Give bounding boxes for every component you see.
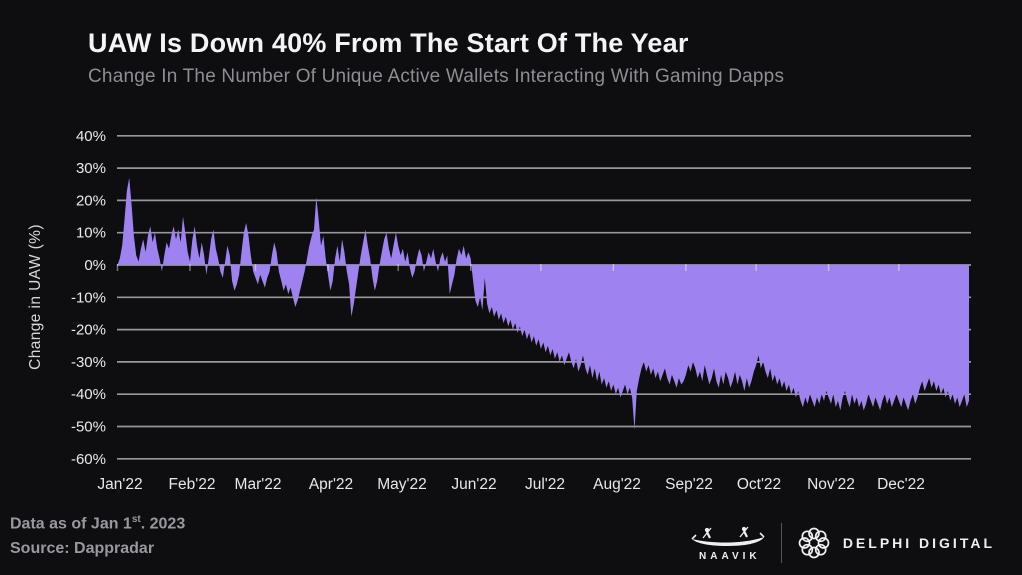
x-tick-label: Feb'22 xyxy=(169,476,216,493)
delphi-knot-icon xyxy=(798,527,830,559)
footer-brands: NAAVIK DELPHI DIGITAL xyxy=(690,523,995,563)
delphi-logo: DELPHI DIGITAL xyxy=(797,526,995,560)
x-tick-label: Oct'22 xyxy=(737,476,781,493)
month-ticks-layer xyxy=(116,264,900,271)
x-tick-label: Aug'22 xyxy=(593,476,641,493)
x-tick-label: Nov'22 xyxy=(807,476,855,493)
y-axis-title: Change in UAW (%) xyxy=(27,224,44,370)
y-tick-label: 10% xyxy=(76,225,106,242)
x-tick-label: Sep'22 xyxy=(665,476,713,493)
data-as-of-prefix: Data as of Jan 1 xyxy=(10,515,132,533)
delphi-wordmark: DELPHI DIGITAL xyxy=(842,535,995,551)
x-tick-label: Dec'22 xyxy=(877,476,925,493)
area-series-layer xyxy=(117,177,969,430)
page-title: UAW Is Down 40% From The Start Of The Ye… xyxy=(88,28,689,58)
y-tick-label: -10% xyxy=(71,289,106,306)
footer-notes: Data as of Jan 1st. 2023 Source: Dapprad… xyxy=(10,514,185,558)
x-tick-label: Mar'22 xyxy=(235,476,282,493)
naavik-wordmark: NAAVIK xyxy=(699,551,761,562)
y-tick-label: 20% xyxy=(76,192,106,209)
x-tick-label: Jul'22 xyxy=(525,476,565,493)
y-tick-label: -40% xyxy=(71,386,106,403)
data-as-of-suffix: . 2023 xyxy=(140,515,186,533)
source-note: Source: Dappradar xyxy=(10,540,155,558)
y-axis-labels: 40% 30% 20% 10% 0% -10% -20% -30% -40% -… xyxy=(71,128,106,468)
y-tick-label: 30% xyxy=(76,160,106,177)
naavik-logo: NAAVIK xyxy=(690,524,766,562)
page-subtitle: Change In The Number Of Unique Active Wa… xyxy=(88,66,785,87)
y-tick-label: 0% xyxy=(84,257,106,274)
data-as-of-superscript: st xyxy=(131,514,141,525)
y-tick-label: -50% xyxy=(71,419,106,436)
y-tick-label: -30% xyxy=(71,354,106,371)
y-tick-label: -20% xyxy=(71,322,106,339)
x-tick-label: Apr'22 xyxy=(309,476,353,493)
x-tick-label: Jun'22 xyxy=(451,476,496,493)
y-tick-label: -60% xyxy=(71,451,106,468)
uaw-change-area-series xyxy=(117,177,969,430)
y-tick-label: 40% xyxy=(76,128,106,145)
x-tick-label: Jan'22 xyxy=(97,476,142,493)
x-tick-label: May'22 xyxy=(377,476,426,493)
naavik-boat-icon xyxy=(691,526,765,546)
footer-divider xyxy=(780,523,782,563)
data-as-of-note: Data as of Jan 1st. 2023 xyxy=(10,514,185,533)
x-axis-labels: Jan'22 Feb'22 Mar'22 Apr'22 May'22 Jun'2… xyxy=(97,476,924,493)
